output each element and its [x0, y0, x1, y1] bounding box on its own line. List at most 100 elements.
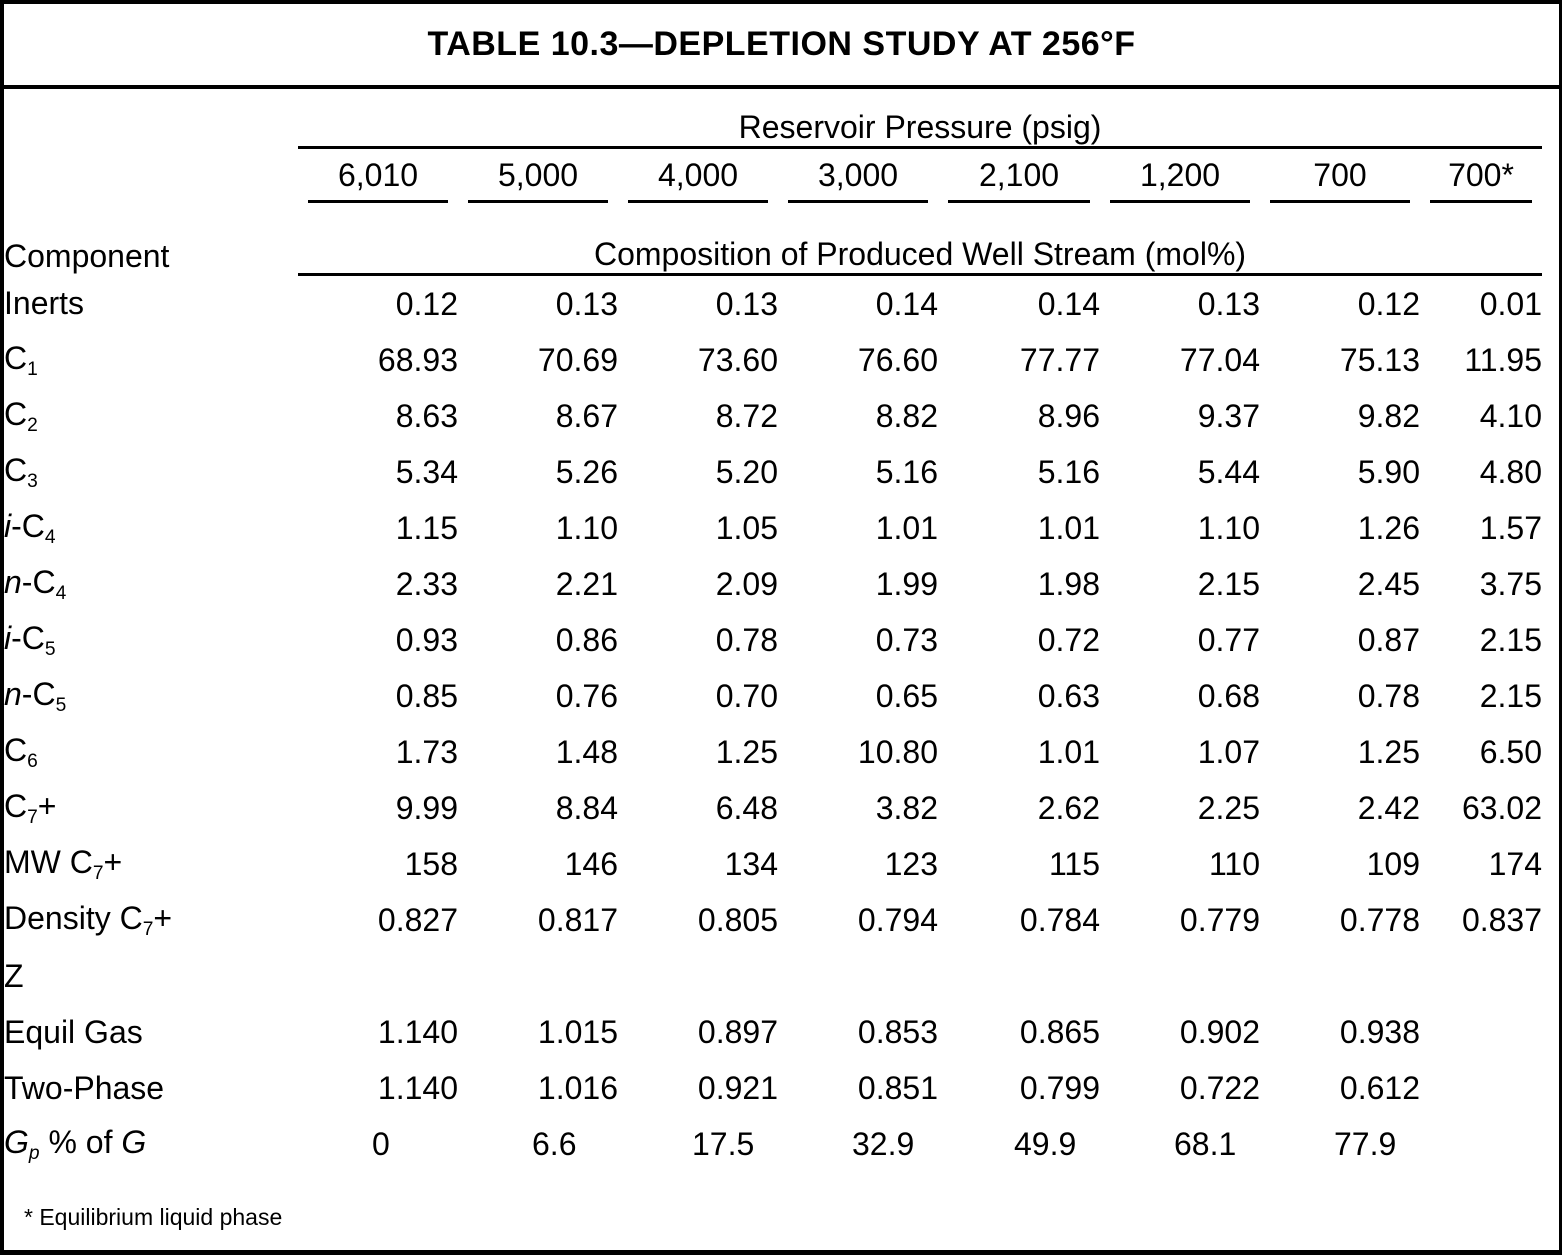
cell-c1-col7: 75.13 — [1339, 341, 1420, 378]
table-row-c6: C6 1.73 1.48 1.25 10.80 1.01 1.07 1.25 6.50 — [4, 724, 1542, 780]
row-label-equil-gas: Equil Gas — [4, 1013, 143, 1050]
table-row-c2: C2 8.63 8.67 8.72 8.82 8.96 9.37 9.82 4.10 — [4, 388, 1542, 444]
cell-inerts-col2: 0.13 — [555, 285, 618, 322]
table-title-bar: TABLE 10.3—DEPLETION STUDY AT 256°F — [4, 4, 1559, 89]
cell-i-c4-col6: 1.10 — [1197, 509, 1260, 546]
cell-c2-col6: 9.37 — [1197, 397, 1260, 434]
cell-c3-col7: 5.90 — [1357, 453, 1420, 490]
cell-i-c4-col4: 1.01 — [875, 509, 938, 546]
cell-gp-percent-of-g-col8 — [1420, 1116, 1542, 1172]
table-row-i-c4: i-C4 1.15 1.10 1.05 1.01 1.01 1.10 1.26 1.57 — [4, 500, 1542, 556]
cell-mw-c7-plus-col6: 110 — [1208, 845, 1260, 882]
cell-gp-percent-of-g-col7: 77.9 — [1334, 1125, 1397, 1162]
pressure-value: 1,200 — [1110, 157, 1250, 203]
pressure-col-header-6: 1,200 — [1100, 148, 1260, 203]
cell-i-c5-col6: 0.77 — [1197, 621, 1260, 658]
cell-two-phase-col1: 1.140 — [377, 1069, 458, 1106]
cell-c6-col7: 1.25 — [1357, 733, 1420, 770]
cell-inerts-col7: 0.12 — [1357, 285, 1420, 322]
table-row-z: Z — [4, 948, 1542, 1004]
cell-inerts-col5: 0.14 — [1037, 285, 1100, 322]
table-row-two-phase: Two-Phase 1.140 1.016 0.921 0.851 0.799 0.722 0… — [4, 1060, 1542, 1116]
cell-c7-plus-col6: 2.25 — [1197, 789, 1260, 826]
table-row-mw-c7-plus: MW C7+ 158 146 134 123 115 110 109 174 — [4, 836, 1542, 892]
cell-n-c4-col3: 2.09 — [715, 565, 778, 602]
row-label-inerts: Inerts — [4, 284, 85, 321]
cell-mw-c7-plus-col5: 115 — [1048, 845, 1100, 882]
cell-density-c7-plus-col4: 0.794 — [857, 901, 938, 938]
depletion-table: Reservoir Pressure (psig) 6,010 5,000 4,… — [4, 89, 1543, 1173]
cell-c6-col4: 10.80 — [857, 733, 938, 770]
pressure-value: 700* — [1430, 157, 1533, 203]
cell-n-c4-col2: 2.21 — [555, 565, 618, 602]
pressure-col-header-3: 4,000 — [618, 148, 778, 203]
pressure-value: 700 — [1270, 157, 1410, 203]
table-title: TABLE 10.3—DEPLETION STUDY AT 256°F — [427, 25, 1136, 63]
cell-n-c5-col1: 0.85 — [395, 677, 458, 714]
cell-gp-percent-of-g-col6: 68.1 — [1174, 1125, 1237, 1162]
cell-gp-percent-of-g-col3: 17.5 — [692, 1125, 755, 1162]
cell-mw-c7-plus-col1: 158 — [404, 845, 458, 882]
cell-i-c4-col1: 1.15 — [395, 509, 458, 546]
cell-two-phase-col6: 0.722 — [1179, 1069, 1260, 1106]
cell-z-col8 — [1420, 948, 1542, 1004]
cell-equil-gas-col1: 1.140 — [377, 1013, 458, 1050]
cell-density-c7-plus-col5: 0.784 — [1019, 901, 1100, 938]
composition-group-label: Composition of Produced Well Stream (mol… — [298, 203, 1543, 276]
cell-i-c4-col7: 1.26 — [1357, 509, 1420, 546]
cell-c2-col1: 8.63 — [395, 397, 458, 434]
cell-c7-plus-col3: 6.48 — [715, 789, 778, 826]
cell-i-c4-col3: 1.05 — [715, 509, 778, 546]
row-label-c3: C3 — [4, 451, 38, 492]
cell-c2-col2: 8.67 — [555, 397, 618, 434]
cell-mw-c7-plus-col3: 134 — [724, 845, 778, 882]
cell-c7-plus-col8: 63.02 — [1461, 789, 1543, 826]
cell-c7-plus-col5: 2.62 — [1037, 789, 1100, 826]
cell-density-c7-plus-col2: 0.817 — [537, 901, 618, 938]
spacer-cell — [4, 89, 298, 148]
pressure-value: 4,000 — [628, 157, 768, 203]
cell-mw-c7-plus-col7: 109 — [1366, 845, 1420, 882]
cell-density-c7-plus-col3: 0.805 — [697, 901, 778, 938]
cell-z-col1 — [298, 948, 458, 1004]
cell-z-col4 — [778, 948, 938, 1004]
pressure-col-header-5: 2,100 — [938, 148, 1100, 203]
cell-mw-c7-plus-col4: 123 — [884, 845, 938, 882]
row-label-gp-percent-of-g: Gp % of G — [4, 1123, 147, 1164]
table-body: Inerts 0.12 0.13 0.13 0.14 0.14 0.13 0.12 0.01 C1… — [4, 275, 1542, 1173]
cell-c6-col3: 1.25 — [715, 733, 778, 770]
cell-z-col2 — [458, 948, 618, 1004]
cell-two-phase-col8 — [1420, 1060, 1542, 1116]
cell-n-c4-col5: 1.98 — [1037, 565, 1100, 602]
cell-c3-col5: 5.16 — [1037, 453, 1100, 490]
cell-c2-col5: 8.96 — [1037, 397, 1100, 434]
cell-z-col5 — [938, 948, 1100, 1004]
table-row-c1: C1 68.93 70.69 73.60 76.60 77.77 77.04 75.13 11.… — [4, 332, 1542, 388]
cell-two-phase-col4: 0.851 — [857, 1069, 938, 1106]
cell-c7-plus-col4: 3.82 — [875, 789, 938, 826]
pressure-col-header-7: 700 — [1260, 148, 1420, 203]
cell-two-phase-col3: 0.921 — [697, 1069, 778, 1106]
cell-c3-col1: 5.34 — [395, 453, 458, 490]
cell-z-col3 — [618, 948, 778, 1004]
row-label-i-c5: i-C5 — [4, 619, 56, 660]
cell-c1-col6: 77.04 — [1179, 341, 1260, 378]
component-header-row: Component Composition of Produced Well S… — [4, 203, 1543, 276]
table-row-c7-plus: C7+ 9.99 8.84 6.48 3.82 2.62 2.25 2.42 63.02 — [4, 780, 1542, 836]
cell-c6-col2: 1.48 — [555, 733, 618, 770]
pressure-col-header-8: 700* — [1420, 148, 1542, 203]
cell-equil-gas-col5: 0.865 — [1019, 1013, 1100, 1050]
cell-gp-percent-of-g-col4: 32.9 — [852, 1125, 915, 1162]
cell-c6-col8: 6.50 — [1479, 733, 1543, 770]
cell-n-c4-col4: 1.99 — [875, 565, 938, 602]
cell-two-phase-col7: 0.612 — [1339, 1069, 1420, 1106]
cell-equil-gas-col2: 1.015 — [537, 1013, 618, 1050]
cell-c3-col4: 5.16 — [875, 453, 938, 490]
cell-c7-plus-col2: 8.84 — [555, 789, 618, 826]
cell-n-c5-col4: 0.65 — [875, 677, 938, 714]
cell-equil-gas-col7: 0.938 — [1339, 1013, 1420, 1050]
cell-inerts-col1: 0.12 — [395, 285, 458, 322]
cell-equil-gas-col3: 0.897 — [697, 1013, 778, 1050]
table-row-density-c7-plus: Density C7+ 0.827 0.817 0.805 0.794 0.784 0.77… — [4, 892, 1542, 948]
